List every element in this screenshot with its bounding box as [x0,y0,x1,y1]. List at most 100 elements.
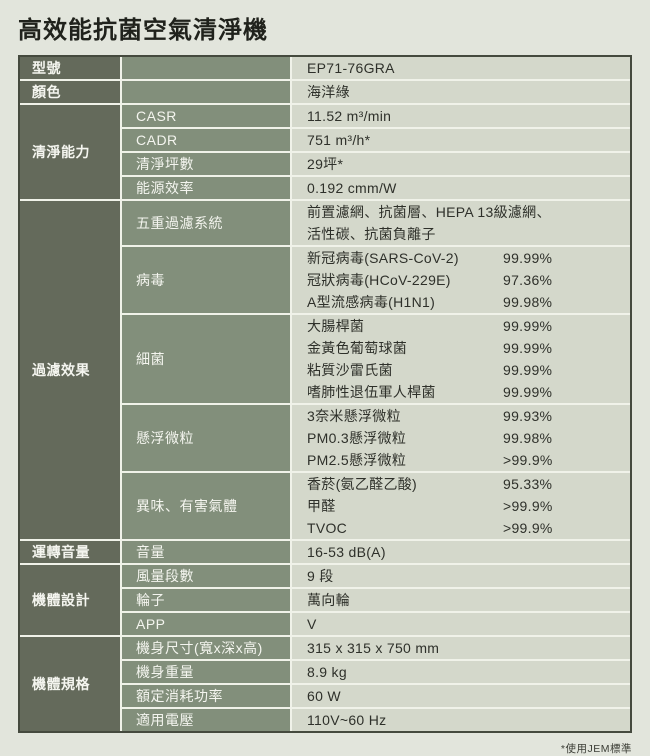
spec-value-text: EP71-76GRA [307,60,395,76]
spec-value-text: 16-53 dB(A) [307,544,386,560]
category-cell: 機體規格 [20,637,122,731]
spec-value-cell: 11.52 m³/min [292,105,630,127]
spec-value-line: 嗜肺性退伍軍人桿菌 99.99% [292,381,630,403]
spec-value-cell: 751 m³/h* [292,129,630,151]
spec-row: APP V [122,611,630,635]
section-rows: 音量 16-53 dB(A) [122,541,630,563]
spec-value-line: 活性碳、抗菌負離子 [292,223,630,245]
category-cell: 運轉音量 [20,541,122,563]
spec-row: 輪子 萬向輪 [122,587,630,611]
spec-value-cell: 110V~60 Hz [292,709,630,731]
spec-percentage: 95.33% [503,476,553,492]
spec-label-cell: 風量段數 [122,565,292,587]
spec-section: 顏色 海洋綠 [20,79,630,103]
spec-section: 清淨能力 CASR 11.52 m³/min CADR 751 m³/h* 清淨坪數 29坪… [20,103,630,199]
spec-label-cell: 機身重量 [122,661,292,683]
category-cell: 過濾效果 [20,201,122,539]
spec-value-cell: 香菸(氨乙醛乙酸) 95.33% 甲醛 >99.9% TVOC >99.9% [292,473,630,539]
spec-section: 機體規格 機身尺寸(寬x深x高) 315 x 315 x 750 mm 機身重量 8.9… [20,635,630,731]
spec-value-text: 9 段 [307,568,334,584]
spec-label-cell: CASR [122,105,292,127]
spec-value-line: 冠狀病毒(HCoV-229E) 97.36% [292,269,630,291]
spec-percentage: 99.99% [503,318,553,334]
spec-row: 懸浮微粒 3奈米懸浮微粒 99.93% PM0.3懸浮微粒 99.98% PM2.5懸浮微… [122,403,630,471]
spec-value-line: 9 段 [292,565,630,587]
spec-value-text: 嗜肺性退伍軍人桿菌 [307,384,436,400]
spec-row: 音量 16-53 dB(A) [122,541,630,563]
section-rows: 風量段數 9 段輪子 萬向輪 APP V [122,565,630,635]
spec-row: 細菌 大腸桿菌 99.99% 金黃色葡萄球菌 99.99% 粘質沙雷氏菌 99.99% 嗜肺性… [122,313,630,403]
spec-label-cell: 額定消耗功率 [122,685,292,707]
spec-label-cell: APP [122,613,292,635]
spec-label-cell: 音量 [122,541,292,563]
spec-value-text: 29坪* [307,156,344,172]
spec-label-cell: 清淨坪數 [122,153,292,175]
spec-label-cell: 懸浮微粒 [122,405,292,471]
spec-table: 型號 EP71-76GRA 顏色 海洋綠 清淨能力 CASR 11.52 m³/min CAD… [18,55,632,733]
spec-row: 機身重量 8.9 kg [122,659,630,683]
spec-value-line: 315 x 315 x 750 mm [292,637,630,659]
spec-percentage: 99.93% [503,408,553,424]
spec-value-line: 16-53 dB(A) [292,541,630,563]
spec-value-line: 大腸桿菌 99.99% [292,315,630,337]
spec-label-cell [122,57,292,79]
spec-value-line: PM2.5懸浮微粒 >99.9% [292,449,630,471]
spec-value-text: A型流感病毒(H1N1) [307,294,436,310]
spec-value-text: 新冠病毒(SARS-CoV-2) [307,250,459,266]
spec-value-text: PM2.5懸浮微粒 [307,452,407,468]
spec-value-cell: 16-53 dB(A) [292,541,630,563]
spec-row: EP71-76GRA [122,57,630,79]
spec-row: 五重過濾系統 前置濾網、抗菌層、HEPA 13級濾網、 活性碳、抗菌負離子 [122,201,630,245]
spec-value-cell: 0.192 cmm/W [292,177,630,199]
spec-value-cell: 大腸桿菌 99.99% 金黃色葡萄球菌 99.99% 粘質沙雷氏菌 99.99% 嗜肺性退伍… [292,315,630,403]
spec-percentage: 99.99% [503,362,553,378]
spec-value-line: EP71-76GRA [292,57,630,79]
spec-percentage: >99.9% [503,520,553,536]
spec-label-cell: CADR [122,129,292,151]
section-rows: 機身尺寸(寬x深x高) 315 x 315 x 750 mm 機身重量 8.9 kg 額… [122,637,630,731]
category-cell: 機體設計 [20,565,122,635]
spec-section: 運轉音量 音量 16-53 dB(A) [20,539,630,563]
spec-value-text: 甲醛 [307,498,336,514]
spec-value-line: TVOC >99.9% [292,517,630,539]
spec-percentage: >99.9% [503,452,553,468]
category-cell: 型號 [20,57,122,79]
section-rows: 五重過濾系統 前置濾網、抗菌層、HEPA 13級濾網、 活性碳、抗菌負離子 病毒 新冠病… [122,201,630,539]
spec-value-cell: EP71-76GRA [292,57,630,79]
spec-value-text: TVOC [307,520,348,536]
spec-label-cell [122,81,292,103]
spec-value-cell: 315 x 315 x 750 mm [292,637,630,659]
spec-value-text: 萬向輪 [307,592,350,608]
spec-percentage: 99.98% [503,294,553,310]
spec-value-text: 11.52 m³/min [307,108,392,124]
spec-value-text: 大腸桿菌 [307,318,365,334]
spec-section: 型號 EP71-76GRA [20,57,630,79]
spec-value-text: V [307,616,317,632]
spec-value-text: 粘質沙雷氏菌 [307,362,393,378]
spec-percentage: 97.36% [503,272,553,288]
spec-value-text: 0.192 cmm/W [307,180,397,196]
spec-value-cell: 新冠病毒(SARS-CoV-2) 99.99% 冠狀病毒(HCoV-229E) 97.… [292,247,630,313]
spec-percentage: 99.99% [503,340,553,356]
spec-value-cell: 前置濾網、抗菌層、HEPA 13級濾網、活性碳、抗菌負離子 [292,201,630,245]
spec-value-line: 11.52 m³/min [292,105,630,127]
spec-value-cell: 萬向輪 [292,589,630,611]
spec-value-line: 0.192 cmm/W [292,177,630,199]
spec-value-line: V [292,613,630,635]
spec-row: 機身尺寸(寬x深x高) 315 x 315 x 750 mm [122,637,630,659]
spec-value-cell: 3奈米懸浮微粒 99.93% PM0.3懸浮微粒 99.98% PM2.5懸浮微粒 >99… [292,405,630,471]
spec-value-cell: 海洋綠 [292,81,630,103]
spec-section: 機體設計 風量段數 9 段輪子 萬向輪 APP V [20,563,630,635]
spec-row: 病毒 新冠病毒(SARS-CoV-2) 99.99% 冠狀病毒(HCoV-229E) 9… [122,245,630,313]
spec-row: 額定消耗功率 60 W [122,683,630,707]
spec-value-text: 60 W [307,688,341,704]
spec-value-cell: 9 段 [292,565,630,587]
spec-value-line: 新冠病毒(SARS-CoV-2) 99.99% [292,247,630,269]
spec-value-text: 315 x 315 x 750 mm [307,640,440,656]
spec-label-cell: 異味、有害氣體 [122,473,292,539]
spec-value-text: 前置濾網、抗菌層、HEPA 13級濾網、 [307,204,551,220]
spec-row: 清淨坪數 29坪* [122,151,630,175]
spec-row: 適用電壓 110V~60 Hz [122,707,630,731]
section-rows: 海洋綠 [122,81,630,103]
